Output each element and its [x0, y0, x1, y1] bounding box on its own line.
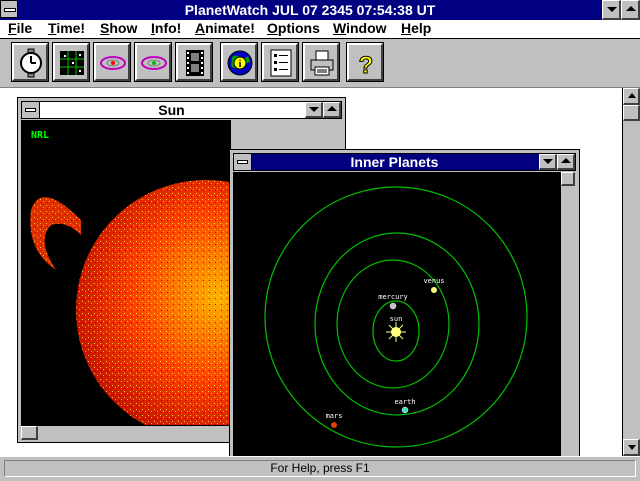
sun-body [391, 327, 401, 337]
menu-file[interactable]: File [8, 20, 33, 36]
help-button[interactable]: ? [346, 42, 384, 82]
maximize-icon [327, 106, 337, 111]
help-icon: ? [358, 52, 374, 79]
earth-body [401, 406, 409, 414]
inner-planets-maximize-button[interactable] [557, 154, 575, 170]
scroll-down-button[interactable] [623, 439, 640, 456]
sun-scroll-left-button[interactable] [21, 426, 38, 440]
menu-help[interactable]: Help [401, 20, 432, 36]
inner-planets-title: Inner Planets [350, 154, 439, 170]
info-globe-icon: i [227, 50, 253, 76]
animation-button[interactable] [175, 42, 213, 82]
inner-planets-scroll-up-button[interactable] [561, 172, 575, 186]
sun-window-titlebar[interactable]: Sun [21, 101, 342, 119]
down-arrow-icon [628, 445, 636, 450]
minimize-icon [607, 7, 617, 12]
stopwatch-icon [20, 48, 42, 78]
sun-disk-graphic [30, 180, 231, 425]
menu-bar: File Time! Show Info! Animate! Options W… [0, 20, 640, 39]
app-title: PlanetWatch JUL 07 2345 07:54:38 UT [184, 2, 436, 18]
star-chart-button[interactable] [52, 42, 90, 82]
mercury-label: mercury [378, 293, 408, 301]
mars-body [331, 422, 337, 428]
earth-orbit [314, 232, 480, 416]
scroll-up-button[interactable] [623, 88, 640, 105]
maximize-icon [561, 158, 571, 163]
inner-planets-orbit-diagram: sun mercury venus earth mars [264, 186, 528, 448]
inner-planets-minimize-button[interactable] [539, 154, 557, 170]
minimize-icon [543, 159, 553, 164]
app-titlebar[interactable]: PlanetWatch JUL 07 2345 07:54:38 UT [0, 0, 640, 20]
menu-info[interactable]: Info! [151, 20, 182, 36]
svg-text:?: ? [359, 52, 374, 78]
orbit-alt-icon [141, 56, 167, 70]
orbit-view-button[interactable] [93, 42, 131, 82]
inner-planets-system-menu-button[interactable] [234, 154, 252, 170]
menu-animate[interactable]: Animate! [195, 20, 255, 36]
menu-show[interactable]: Show [100, 20, 138, 36]
inner-planets-vscrollbar[interactable] [560, 172, 575, 468]
scroll-thumb[interactable] [623, 105, 640, 121]
menu-window[interactable]: Window [333, 20, 387, 36]
orbit-view-alt-button[interactable] [134, 42, 172, 82]
maximize-button[interactable] [621, 0, 640, 20]
info-button[interactable]: i [220, 42, 258, 82]
checklist-icon [270, 49, 292, 77]
status-bar: For Help, press F1 [0, 456, 640, 481]
mercury-body [389, 302, 397, 310]
orbit-icon [100, 56, 126, 70]
sun-window-title: Sun [158, 102, 185, 118]
minimize-icon [309, 107, 319, 112]
sun-minimize-button[interactable] [305, 102, 323, 118]
venus-label: venus [423, 277, 444, 285]
up-arrow-icon [628, 93, 636, 98]
inner-planets-window[interactable]: Inner Planets sun mercury venus [229, 149, 580, 469]
sun-maximize-button[interactable] [323, 102, 341, 118]
star-chart-icon [60, 51, 84, 75]
menu-options[interactable]: Options [267, 20, 320, 36]
mars-orbit [264, 186, 528, 448]
status-text: For Help, press F1 [4, 460, 636, 477]
system-menu-button[interactable] [0, 0, 18, 18]
sun-image: NRL [21, 120, 231, 425]
stopwatch-button[interactable] [11, 42, 49, 82]
earth-label: earth [394, 398, 415, 406]
print-button[interactable] [302, 42, 340, 82]
film-icon [186, 50, 204, 76]
nrl-label: NRL [31, 130, 50, 141]
inner-planets-titlebar[interactable]: Inner Planets [233, 153, 576, 171]
orbit-view[interactable]: sun mercury venus earth mars [233, 172, 560, 468]
checklist-button[interactable] [261, 42, 299, 82]
printer-icon [310, 50, 334, 76]
sun-system-menu-button[interactable] [22, 102, 40, 118]
menu-time[interactable]: Time! [48, 20, 86, 36]
venus-body [431, 287, 437, 293]
sun-label: sun [390, 315, 403, 323]
sun-hscrollbar[interactable] [21, 425, 231, 440]
toolbar: i ? [0, 39, 640, 88]
maximize-icon [626, 6, 636, 11]
mercury-orbit [372, 300, 420, 362]
venus-orbit [336, 259, 450, 389]
mars-label: mars [326, 412, 343, 420]
minimize-button[interactable] [602, 0, 621, 20]
main-vscrollbar[interactable] [622, 88, 640, 456]
svg-text:i: i [239, 59, 242, 70]
